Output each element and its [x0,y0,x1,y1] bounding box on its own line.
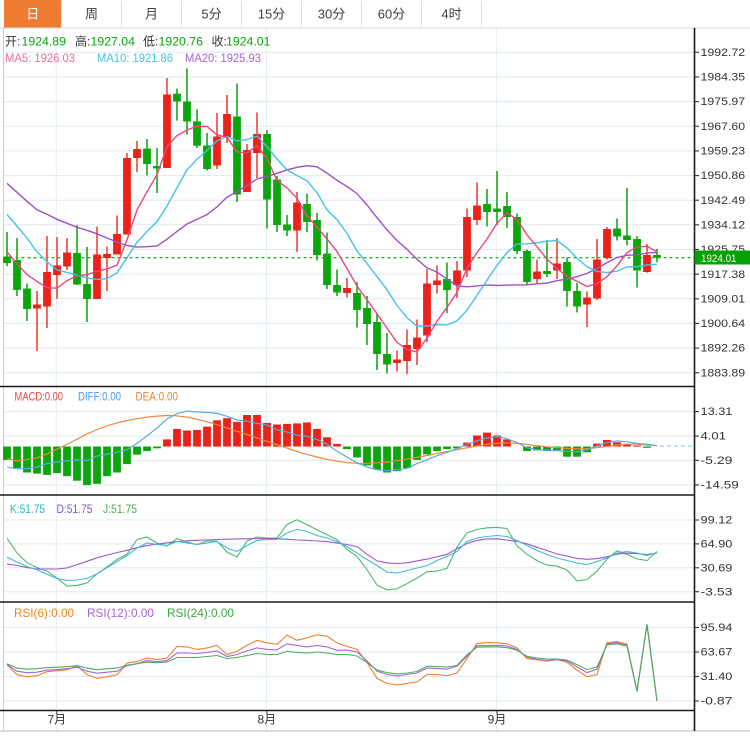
svg-text:1909.01: 1909.01 [701,293,746,305]
svg-text:5分: 5分 [201,7,221,22]
svg-text:1984.35: 1984.35 [701,72,746,84]
svg-text:高:: 高: [75,34,90,49]
svg-text:1924.89: 1924.89 [22,35,67,49]
svg-text:-3.53: -3.53 [701,586,733,598]
svg-text:RSI(6):0.00: RSI(6):0.00 [14,606,74,620]
svg-text:低:: 低: [143,35,158,49]
svg-text:MACD:0.00: MACD:0.00 [15,390,64,404]
svg-text:开:: 开: [5,35,20,49]
svg-text:31.40: 31.40 [701,671,733,683]
svg-text:1950.86: 1950.86 [701,170,746,182]
svg-text:DEA:0.00: DEA:0.00 [136,390,179,404]
svg-text:1924.01: 1924.01 [701,253,737,265]
svg-text:64.90: 64.90 [701,539,733,551]
svg-text:1900.64: 1900.64 [701,318,746,330]
svg-text:9月: 9月 [488,713,507,727]
svg-text:D:51.75: D:51.75 [57,502,93,516]
svg-text:1992.72: 1992.72 [701,47,746,59]
svg-text:1967.60: 1967.60 [701,121,746,133]
svg-text:1924.01: 1924.01 [226,35,271,49]
svg-text:4.01: 4.01 [701,431,727,443]
svg-text:1892.26: 1892.26 [701,343,746,355]
svg-text:30.69: 30.69 [701,562,733,574]
svg-text:DIFF:0.00: DIFF:0.00 [78,390,121,404]
svg-text:MA20: 1925.93: MA20: 1925.93 [185,51,261,65]
svg-text:-0.87: -0.87 [701,696,733,708]
svg-text:1883.89: 1883.89 [701,367,746,379]
svg-text:K:51.75: K:51.75 [10,502,45,516]
svg-text:7月: 7月 [47,713,66,727]
svg-text:1920.76: 1920.76 [159,35,204,49]
svg-text:1975.97: 1975.97 [701,96,746,108]
svg-text:月: 月 [145,7,158,22]
svg-text:J:51.75: J:51.75 [103,502,137,516]
svg-text:1959.23: 1959.23 [701,146,746,158]
svg-text:周: 周 [85,7,98,22]
svg-text:-5.29: -5.29 [701,455,733,467]
svg-text:13.31: 13.31 [701,406,733,418]
svg-text:4时: 4时 [441,7,461,22]
svg-text:1942.49: 1942.49 [701,195,746,207]
svg-text:MA5: 1926.03: MA5: 1926.03 [5,51,75,65]
svg-text:收:: 收: [212,35,227,49]
svg-text:60分: 60分 [378,7,405,22]
svg-text:8月: 8月 [258,713,277,727]
svg-text:RSI(12):0.00: RSI(12):0.00 [87,606,154,620]
svg-text:99.12: 99.12 [701,515,733,527]
svg-text:95.94: 95.94 [701,622,733,634]
svg-text:30分: 30分 [318,7,345,22]
svg-text:15分: 15分 [258,7,285,22]
svg-text:1927.04: 1927.04 [91,35,136,49]
svg-text:MA10: 1921.86: MA10: 1921.86 [97,51,173,65]
svg-text:-14.59: -14.59 [701,480,739,492]
svg-text:日: 日 [26,7,39,22]
svg-text:RSI(24):0.00: RSI(24):0.00 [167,606,234,620]
svg-text:63.67: 63.67 [701,647,733,659]
svg-text:1917.38: 1917.38 [701,269,746,281]
svg-text:1934.12: 1934.12 [701,219,746,231]
